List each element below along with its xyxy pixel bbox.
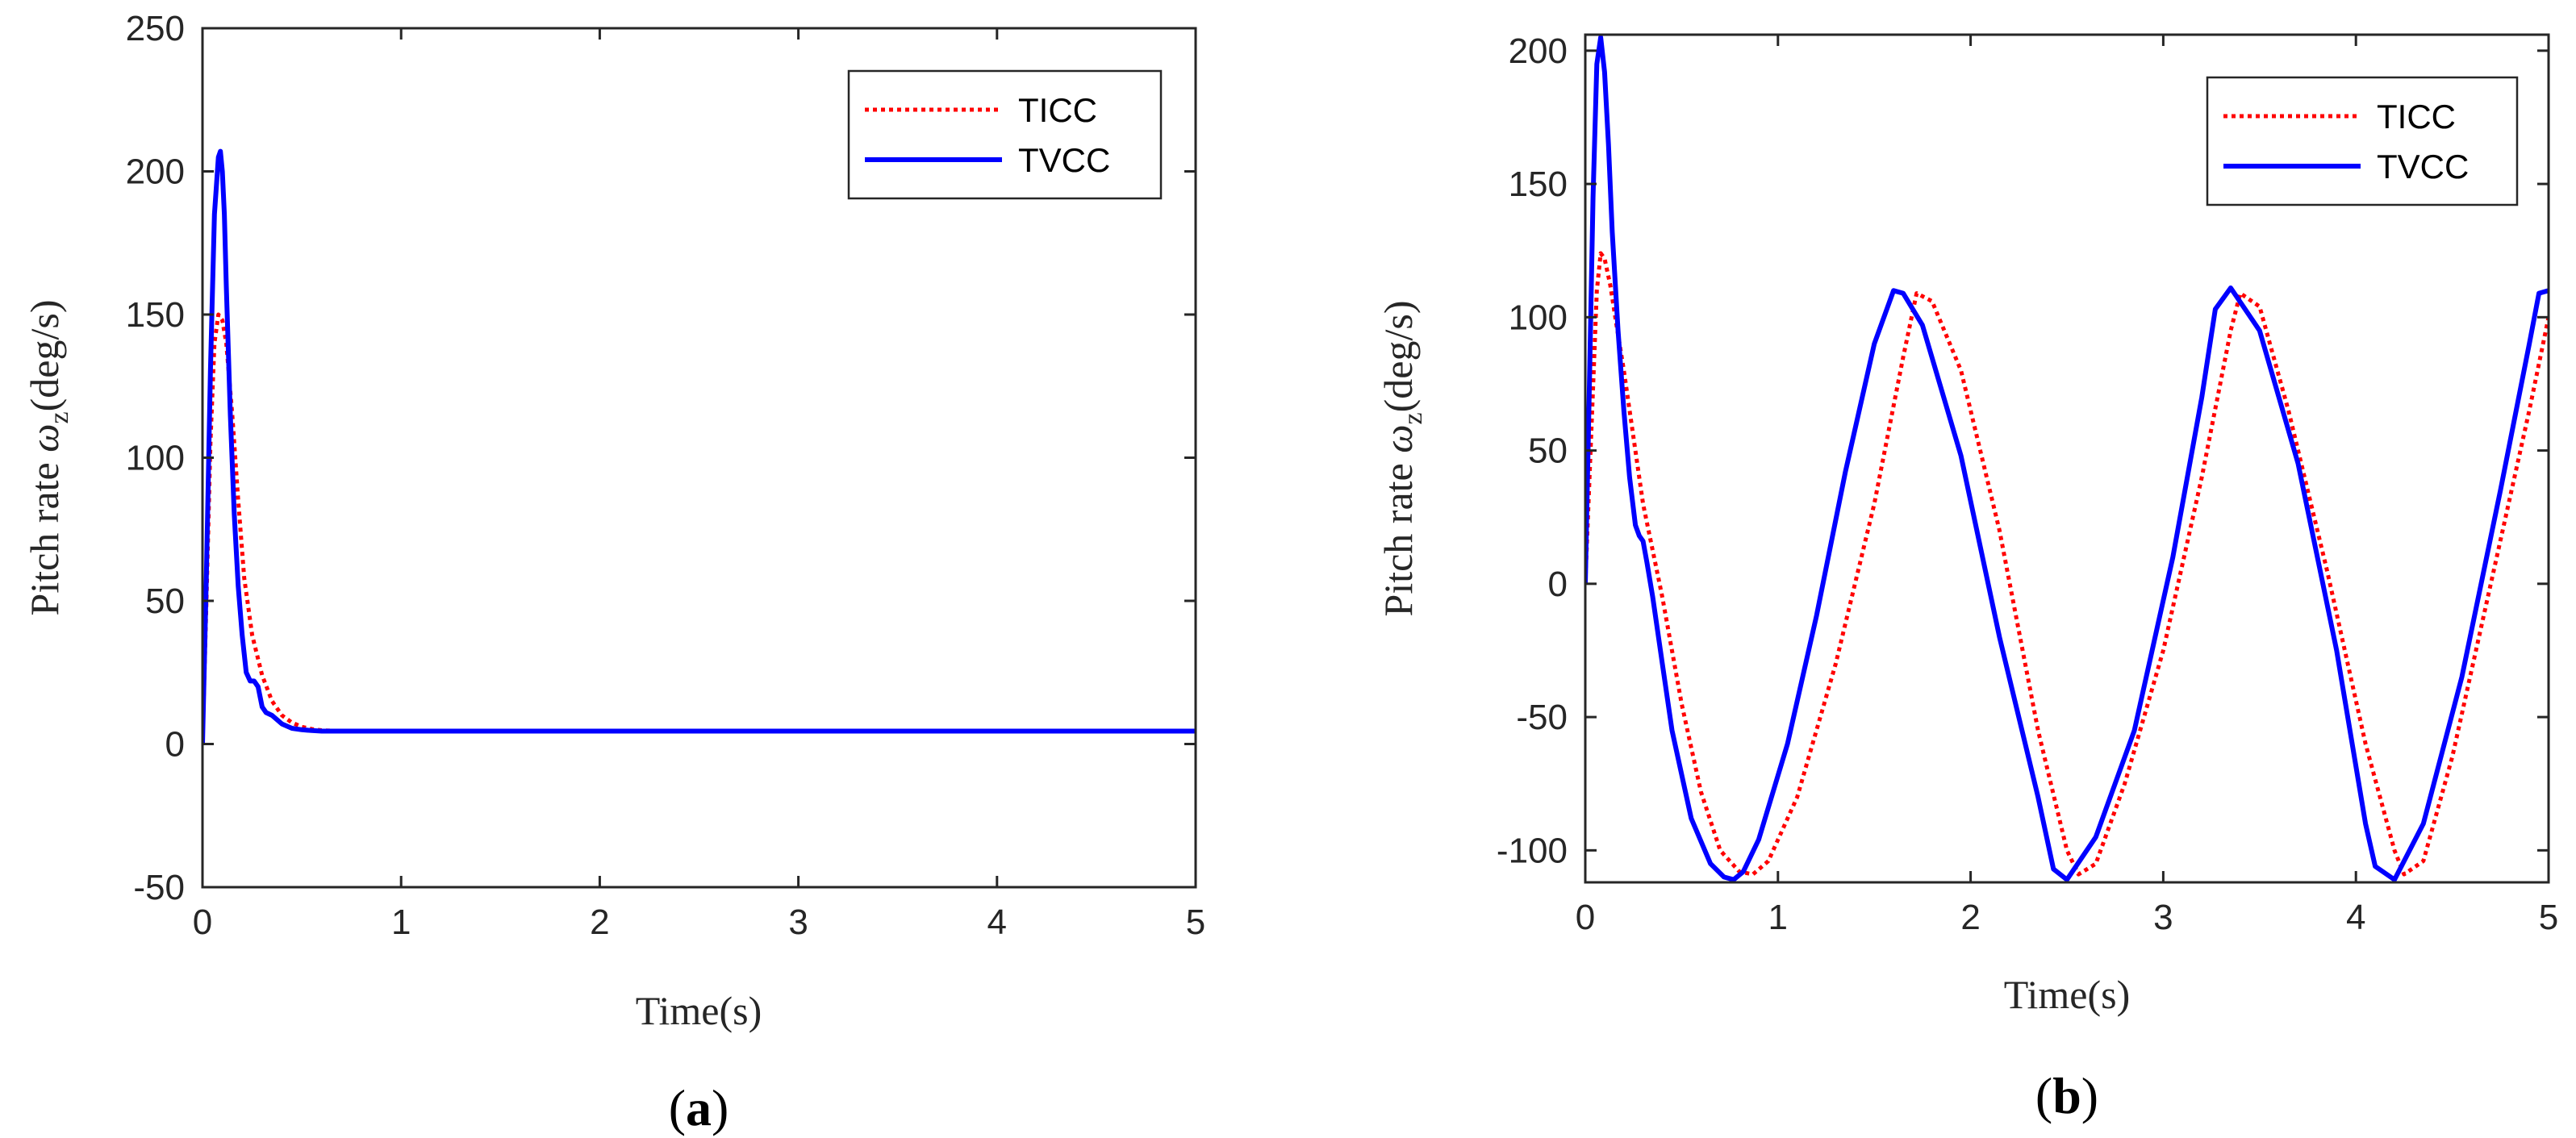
y-label-suffix: (deg/s): [1376, 301, 1421, 413]
legend-label-ticc: TICC: [1018, 91, 1097, 129]
x-tick-label: 1: [1768, 898, 1788, 937]
legend: TICC TVCC: [2206, 76, 2519, 206]
y-tick-label: 0: [1548, 565, 1568, 604]
x-tick-label: 3: [2153, 898, 2173, 937]
series-group: [1585, 35, 2549, 882]
y-label-suffix: (deg/s): [22, 300, 67, 412]
y-tick-label: 50: [145, 582, 185, 621]
y-label-subscript: z: [44, 411, 74, 423]
y-axis-label: Pitch rate ωz(deg/s): [1376, 301, 1428, 617]
y-tick-label: 200: [126, 152, 185, 192]
x-tick-label: 0: [193, 902, 212, 942]
panel-letter: a: [686, 1079, 712, 1136]
y-tick-label: -50: [1516, 698, 1568, 737]
y-label-symbol: ω: [1376, 424, 1421, 452]
y-label-prefix: Pitch rate: [1376, 453, 1421, 617]
legend-box: [2206, 76, 2519, 206]
series-line-ticc: [1585, 251, 2549, 877]
x-tick-label: 2: [1960, 898, 1980, 937]
panel-letter: b: [2052, 1067, 2081, 1124]
legend: TICC TVCC: [847, 69, 1163, 200]
series-line-tvcc: [1585, 35, 2549, 882]
y-tick-label: 150: [126, 295, 185, 335]
series-group: [202, 148, 1196, 744]
legend-label-tvcc: TVCC: [1018, 141, 1110, 179]
x-tick-label: 4: [2346, 898, 2365, 937]
x-tick-label: 4: [987, 902, 1007, 942]
y-tick-label: 250: [126, 9, 185, 48]
y-tick-label: 200: [1509, 31, 1568, 71]
y-label-symbol: ω: [22, 423, 67, 452]
x-tick-label: 5: [1186, 902, 1205, 942]
y-tick-label: -50: [133, 868, 185, 907]
x-axis-label: Time(s): [2004, 972, 2131, 1017]
legend-label-ticc: TICC: [2377, 98, 2456, 135]
panel-label: (a): [669, 1079, 729, 1136]
y-tick-label: 0: [165, 725, 185, 765]
y-tick-label: -100: [1497, 831, 1568, 870]
y-axis-label: Pitch rate ωz(deg/s): [22, 300, 74, 616]
x-tick-label: 0: [1576, 898, 1595, 937]
y-tick-label: 50: [1528, 431, 1568, 471]
y-tick-label: 150: [1509, 165, 1568, 204]
x-axis-label: Time(s): [636, 988, 762, 1033]
legend-label-tvcc: TVCC: [2377, 148, 2469, 185]
y-tick-label: 100: [1509, 298, 1568, 337]
series-line-ticc: [202, 312, 1196, 744]
x-tick-label: 2: [590, 902, 609, 942]
x-tick-label: 5: [2539, 898, 2558, 937]
y-label-subscript: z: [1398, 412, 1428, 424]
series-line-tvcc: [202, 148, 1196, 744]
chart-panel-b: 0 1 2 3 4 5 -100 -50 0 50 100 150 200 Time(s) Pitch ra…: [1376, 31, 2558, 1124]
y-tick-label: 100: [126, 439, 185, 478]
panel-label: (b): [2035, 1067, 2098, 1124]
legend-box: [847, 69, 1163, 200]
axes-frame: [1584, 33, 2550, 884]
x-tick-label: 1: [391, 902, 411, 942]
x-tick-label: 3: [788, 902, 808, 942]
y-label-prefix: Pitch rate: [22, 452, 67, 616]
